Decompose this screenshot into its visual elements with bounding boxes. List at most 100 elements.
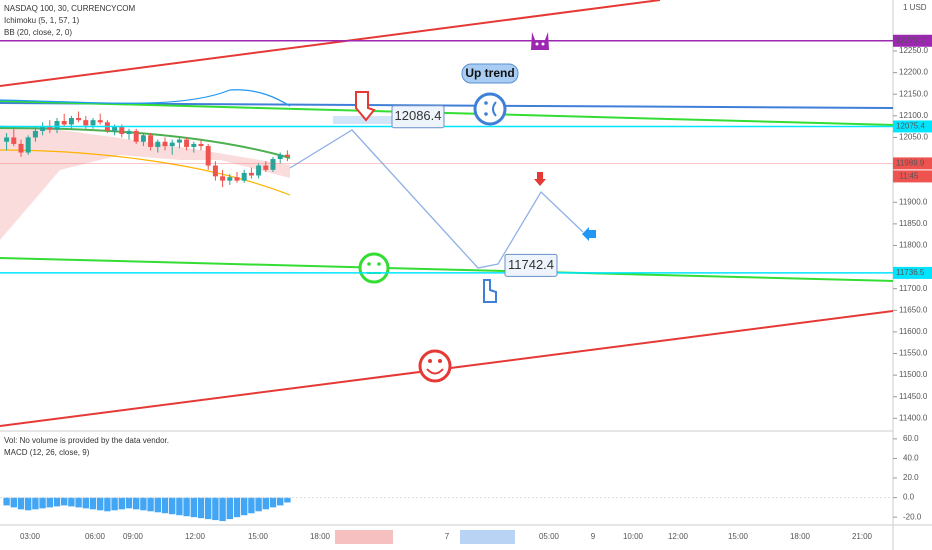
x-tick-label: 18:00 xyxy=(310,532,331,541)
thumb-up xyxy=(483,279,497,303)
price-badge-label: 11989.9 xyxy=(896,159,925,168)
price-badge xyxy=(893,34,932,47)
time-highlight xyxy=(460,530,515,544)
symbol-label: NASDAQ 100, 30, CURRENCYCOM xyxy=(4,4,135,13)
macd-bar xyxy=(190,497,197,518)
macd-bar xyxy=(125,497,133,509)
macd-label: MACD (12, 26, close, 9) xyxy=(4,448,90,457)
emoji-confused xyxy=(473,92,507,126)
y2-tick-label: 0.0 xyxy=(903,493,915,502)
candle-body xyxy=(54,121,60,130)
price-note xyxy=(504,253,558,277)
macd-bar xyxy=(53,497,61,507)
candle-body xyxy=(25,137,31,153)
y-tick-label: 12050.0 xyxy=(899,133,928,142)
candle-body xyxy=(18,143,24,153)
y-tick-label: 12200.0 xyxy=(899,68,928,77)
price-badge-label: 12075.4 xyxy=(896,122,925,131)
price-badge-label: 11736.5 xyxy=(896,268,925,277)
macd-bar xyxy=(226,497,233,520)
candle-body xyxy=(126,130,132,134)
macd-bar xyxy=(111,497,118,511)
countdown-label: 11:45 xyxy=(899,172,919,181)
candle-body xyxy=(76,117,82,121)
candle-body xyxy=(205,146,211,166)
macd-bar xyxy=(284,497,291,503)
countdown-badge xyxy=(893,170,932,183)
y-tick-label: 11400.0 xyxy=(899,413,928,422)
macd-bar xyxy=(262,497,269,510)
candle-body xyxy=(119,126,125,134)
y-tick-label: 11800.0 xyxy=(899,241,928,250)
zone xyxy=(333,116,395,124)
candle-body xyxy=(32,130,38,138)
candle-body xyxy=(176,139,182,143)
macd-bar xyxy=(154,497,161,513)
candle-body xyxy=(61,121,67,125)
candle-body xyxy=(241,172,247,181)
macd-bar xyxy=(39,497,46,509)
y-tick-label: 11600.0 xyxy=(899,327,928,336)
macd-bar xyxy=(10,497,17,508)
price-badge xyxy=(893,266,932,279)
candle-body xyxy=(140,135,146,142)
macd-bar xyxy=(269,497,277,508)
macd-bar xyxy=(82,497,89,509)
volume-note: Vol: No volume is provided by the data v… xyxy=(4,436,169,445)
candle-body xyxy=(97,120,103,123)
y2-tick-label: 20.0 xyxy=(903,473,919,482)
macd-bar xyxy=(248,497,255,514)
macd-bar xyxy=(46,497,53,508)
ichimoku-line xyxy=(0,149,291,196)
y-tick-label: 11850.0 xyxy=(899,219,928,228)
projection-path xyxy=(289,129,584,269)
macd-bar xyxy=(212,497,219,521)
macd-bar xyxy=(197,497,205,519)
x-tick-label: 03:00 xyxy=(20,532,41,541)
callout xyxy=(461,63,519,84)
x-tick-label: 18:00 xyxy=(790,532,811,541)
y-tick-label: 11650.0 xyxy=(899,305,928,314)
macd-bar xyxy=(32,497,39,510)
x-tick-label: 15:00 xyxy=(728,532,749,541)
macd-bar xyxy=(241,497,248,516)
macd-bar xyxy=(3,497,10,506)
macd-bar xyxy=(61,497,68,506)
x-tick-label: 06:00 xyxy=(85,532,106,541)
candle-body xyxy=(198,143,204,147)
candle-body xyxy=(234,177,240,181)
price-note-label: 12086.4 xyxy=(395,108,442,123)
macd-bar xyxy=(277,497,284,506)
macd-bar xyxy=(68,497,75,507)
candle-body xyxy=(112,126,118,131)
candle-body xyxy=(169,142,175,147)
y2-tick-label: 40.0 xyxy=(903,454,919,463)
price-note-label: 11742.4 xyxy=(508,257,554,272)
x-tick-label: 15:00 xyxy=(248,532,269,541)
y-tick-label: 12100.0 xyxy=(899,111,928,120)
candle-body xyxy=(83,120,89,126)
candle-body xyxy=(148,135,154,147)
x-tick-label: 9 xyxy=(591,532,596,541)
candle-body xyxy=(4,137,10,142)
macd-bar xyxy=(118,497,125,510)
y-tick-label: 11450.0 xyxy=(899,392,928,401)
x-tick-label: 7 xyxy=(445,532,450,541)
y-tick-label: 12150.0 xyxy=(899,89,928,98)
x-tick-label: 09:00 xyxy=(123,532,144,541)
macd-bar xyxy=(219,497,226,522)
candle-body xyxy=(47,126,53,130)
candle-body xyxy=(191,143,197,147)
macd-bar xyxy=(176,497,183,516)
bollinger-band xyxy=(0,89,291,107)
macd-bar xyxy=(169,497,176,515)
emoji-neutral xyxy=(358,252,390,284)
candle-body xyxy=(256,165,262,176)
price-note xyxy=(391,105,445,129)
thumb-down xyxy=(355,91,376,122)
candle-body xyxy=(220,176,226,181)
y2-tick-label: -20.0 xyxy=(903,512,922,521)
macd-bar xyxy=(233,497,241,518)
